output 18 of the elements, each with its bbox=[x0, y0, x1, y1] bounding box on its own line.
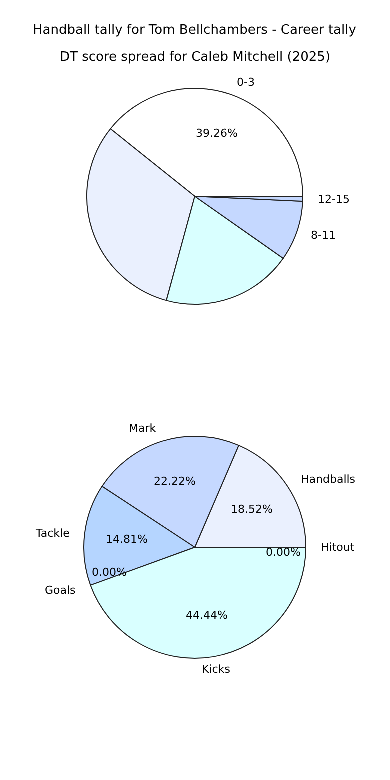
slice-label: Tackle bbox=[35, 527, 70, 540]
text: 0.00% bbox=[266, 546, 301, 559]
slice-label: 0-3 bbox=[237, 76, 255, 89]
category-label: Goals bbox=[45, 584, 76, 597]
text: 0.00% bbox=[92, 566, 127, 579]
slice-label: 8-11 bbox=[311, 229, 336, 242]
data-label: 44.44% bbox=[186, 609, 228, 622]
data-label: 18.52% bbox=[231, 503, 273, 516]
slice-label: Mark bbox=[129, 422, 157, 435]
chart-title: DT score spread for Caleb Mitchell (2025) bbox=[60, 50, 331, 65]
slice-label: 12-15 bbox=[318, 193, 350, 206]
chart-title: Handball tally for Tom Bellchambers - Career tally bbox=[33, 23, 357, 38]
slice-label: Kicks bbox=[202, 663, 231, 676]
category-label: Hitout bbox=[321, 541, 355, 554]
data-label: 22.22% bbox=[154, 475, 196, 488]
slice-label: Handballs bbox=[301, 473, 356, 486]
data-label: 14.81% bbox=[106, 533, 148, 546]
data-label: 39.26% bbox=[196, 127, 238, 140]
